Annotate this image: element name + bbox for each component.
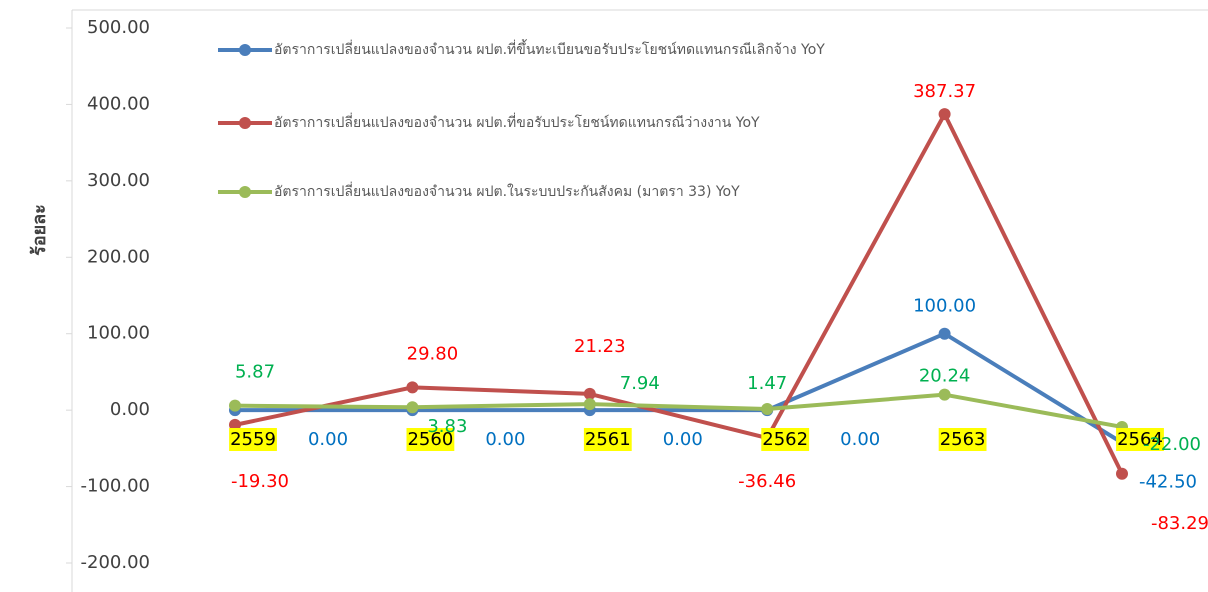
data-label: 20.24 <box>919 366 971 387</box>
y-tick-label: -100.00 <box>81 476 150 497</box>
y-tick-label: 400.00 <box>87 93 150 114</box>
series-point <box>406 401 419 414</box>
x-tick-label: 2559 <box>230 429 276 450</box>
series-point <box>938 327 951 340</box>
series-point <box>761 403 774 416</box>
data-label: 7.94 <box>620 373 660 394</box>
category-label-group: 2563 <box>938 428 987 451</box>
category-label-group: 2564 <box>1116 428 1164 451</box>
category-label-group: 2560 <box>406 428 455 451</box>
series-point <box>406 381 419 394</box>
y-axis-label: ร้อยละ <box>29 204 50 256</box>
data-label: 29.80 <box>407 343 459 364</box>
category-highlight <box>761 428 810 451</box>
category-highlight <box>583 428 632 451</box>
data-label: 0.00 <box>308 429 348 450</box>
x-tick-label: 2564 <box>1117 429 1163 450</box>
x-tick-label: 2563 <box>940 429 986 450</box>
category-label-group: 2561 <box>583 428 632 451</box>
data-label: -22.00 <box>1143 434 1201 455</box>
y-tick-label: 0.00 <box>110 399 150 420</box>
y-tick-label: 100.00 <box>87 323 150 344</box>
data-label: -42.50 <box>1139 472 1197 493</box>
legend-marker <box>239 186 251 198</box>
data-label: 0.00 <box>485 429 525 450</box>
data-label: 100.00 <box>913 296 976 317</box>
category-highlight <box>938 428 987 451</box>
y-tick-label: 200.00 <box>87 246 150 267</box>
legend-marker <box>239 117 251 129</box>
legend-entry: อัตราการเปลี่ยนแปลงของจำนวน ผปต.ที่ขึ้นท… <box>274 42 825 58</box>
category-highlight <box>406 428 455 451</box>
series-point <box>583 398 596 411</box>
data-label: 0.00 <box>663 429 703 450</box>
series-line <box>235 331 1124 445</box>
legend-marker <box>239 44 251 56</box>
series-point <box>1116 467 1128 480</box>
series-point <box>229 418 241 431</box>
x-tick-label: 2560 <box>407 429 453 450</box>
series-point <box>583 387 596 400</box>
data-label: 5.87 <box>235 362 275 383</box>
y-tick-label: 500.00 <box>87 17 150 38</box>
series-point <box>938 108 951 121</box>
series-line <box>234 392 1123 429</box>
x-tick-label: 2562 <box>762 429 808 450</box>
data-label: 3.83 <box>427 416 467 437</box>
category-label-group: 2559 <box>229 428 277 451</box>
legend-entry: อัตราการเปลี่ยนแปลงของจำนวน ผปต.ที่ขอรับ… <box>274 115 760 131</box>
data-label: -19.30 <box>231 471 289 492</box>
series-point <box>229 399 241 412</box>
data-label: 387.37 <box>913 81 976 102</box>
category-label-group: 2562 <box>761 428 810 451</box>
data-label: -36.46 <box>738 471 796 492</box>
legend-entry: อัตราการเปลี่ยนแปลงของจำนวน ผปต.ในระบบปร… <box>274 184 740 200</box>
category-highlight <box>229 428 277 451</box>
series-line <box>234 112 1124 475</box>
data-label: -83.29 <box>1151 513 1208 534</box>
data-label: 1.47 <box>747 373 787 394</box>
x-tick-label: 2561 <box>585 429 631 450</box>
y-tick-label: 300.00 <box>87 170 150 191</box>
series-point <box>938 388 951 401</box>
category-highlight <box>1116 428 1164 451</box>
data-label: 0.00 <box>840 429 880 450</box>
data-label: 21.23 <box>574 336 626 357</box>
y-tick-label: -200.00 <box>81 552 150 573</box>
